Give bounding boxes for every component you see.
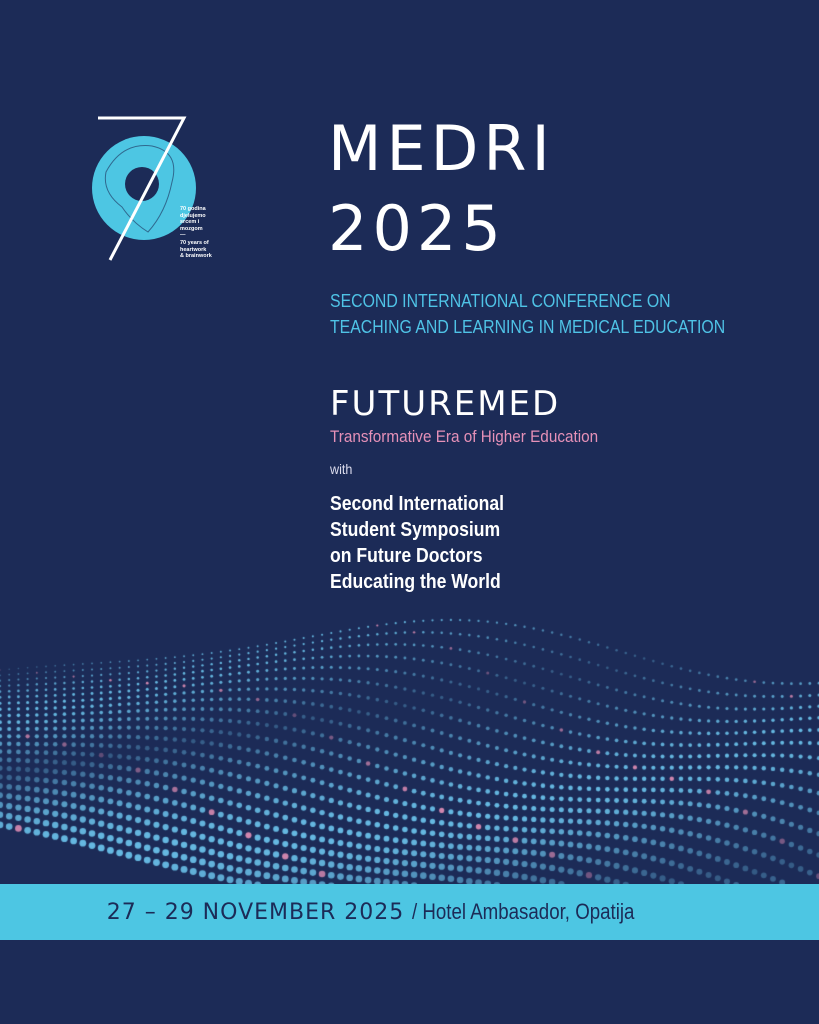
symposium-line: Student Symposium (330, 519, 501, 541)
logo-text-line: mozgom (180, 225, 203, 232)
logo-text-line: 70 years of (180, 240, 209, 246)
futuremed-tagline: Transformative Era of Higher Education (330, 427, 599, 446)
logo-text-en: 70 years of heartwork & brainwork (180, 240, 230, 260)
logo-text-line: & brainwork (180, 253, 212, 259)
title-medri: MEDRI (328, 112, 555, 185)
logo-text-hr: 70 godina djelujemo srcem i mozgom — (180, 206, 230, 239)
logo-text-divider: — (180, 232, 186, 238)
symposium-line: Educating the World (330, 571, 501, 593)
futuremed-title: FUTUREMED (330, 384, 561, 424)
date-venue-band: 27 – 29 NOVEMBER 2025 / Hotel Ambasador,… (0, 884, 819, 940)
event-dates: 27 – 29 NOVEMBER 2025 (106, 899, 405, 925)
symposium-title: Second International Student Symposium on … (330, 491, 504, 595)
logo-text-line: djelujemo (180, 212, 206, 219)
title-year: 2025 (328, 192, 506, 265)
subtitle-line: SECOND INTERNATIONAL CONFERENCE ON (330, 291, 671, 311)
symposium-line: Second International (330, 493, 505, 515)
with-label: with (330, 461, 353, 477)
logo-text-line: 70 godina (180, 206, 206, 212)
event-venue: / Hotel Ambasador, Opatija (412, 899, 635, 924)
anniversary-logo (92, 116, 196, 261)
conference-subtitle: SECOND INTERNATIONAL CONFERENCE ON TEACHI… (330, 288, 725, 340)
subtitle-line: TEACHING AND LEARNING IN MEDICAL EDUCATI… (330, 317, 726, 337)
logo-text-line: srcem i (180, 219, 200, 225)
particle-wave-graphic (0, 600, 819, 890)
symposium-line: on Future Doctors (330, 545, 483, 567)
logo-text-line: heartwork (180, 246, 207, 253)
